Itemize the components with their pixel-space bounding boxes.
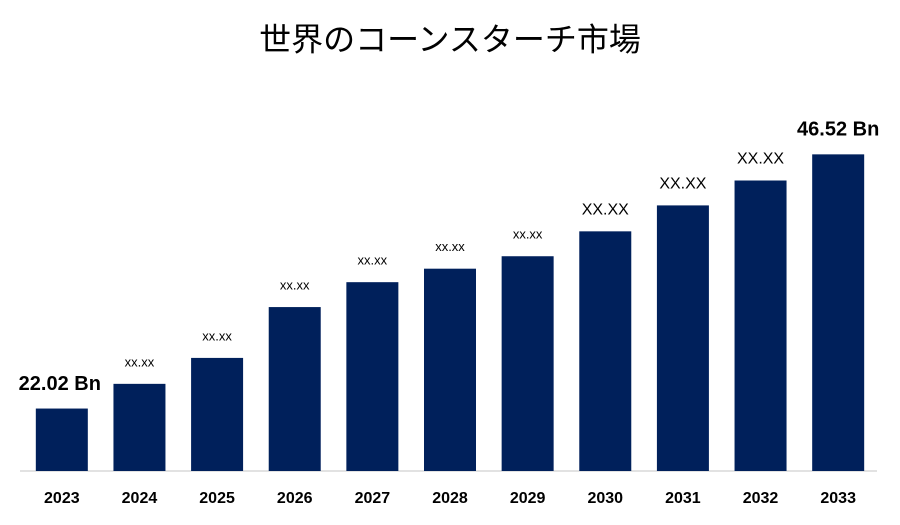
x-tick-label: 2031 [665,490,701,507]
value-label: xx.xx [202,328,232,343]
value-label: xx.xx [358,253,388,268]
bar [656,205,709,471]
value-label: XX.XX [659,176,706,193]
x-tick-label: 2033 [820,490,856,507]
bar [424,268,476,471]
bar [191,357,244,471]
x-tick-label: 2027 [355,490,391,507]
value-label: 46.52 Bn [797,119,879,141]
x-tick-label: 2029 [510,490,546,507]
bar [579,231,632,471]
x-tick-label: 2026 [277,490,313,507]
value-label: xx.xx [513,227,543,242]
bar [268,307,321,471]
value-label: xx.xx [125,354,155,369]
x-tick-label: 2032 [743,490,779,507]
bar [346,282,399,471]
bar [501,256,554,471]
x-tick-label: 2030 [587,490,623,507]
x-tick-label: 2024 [122,490,158,507]
x-tick-label: 2023 [44,490,80,507]
value-label: 22.02 Bn [19,373,101,395]
bar [35,408,88,471]
chart-title: 世界のコーンスターチ市場 [259,21,641,59]
x-tick-label: 2028 [432,490,468,507]
value-label: XX.XX [582,202,629,219]
x-tick-label: 2025 [199,490,235,507]
value-label: xx.xx [435,239,465,254]
bar [812,154,865,472]
bar [734,180,787,471]
value-label: xx.xx [280,278,310,293]
value-label: XX.XX [737,151,784,168]
bar [113,383,166,471]
